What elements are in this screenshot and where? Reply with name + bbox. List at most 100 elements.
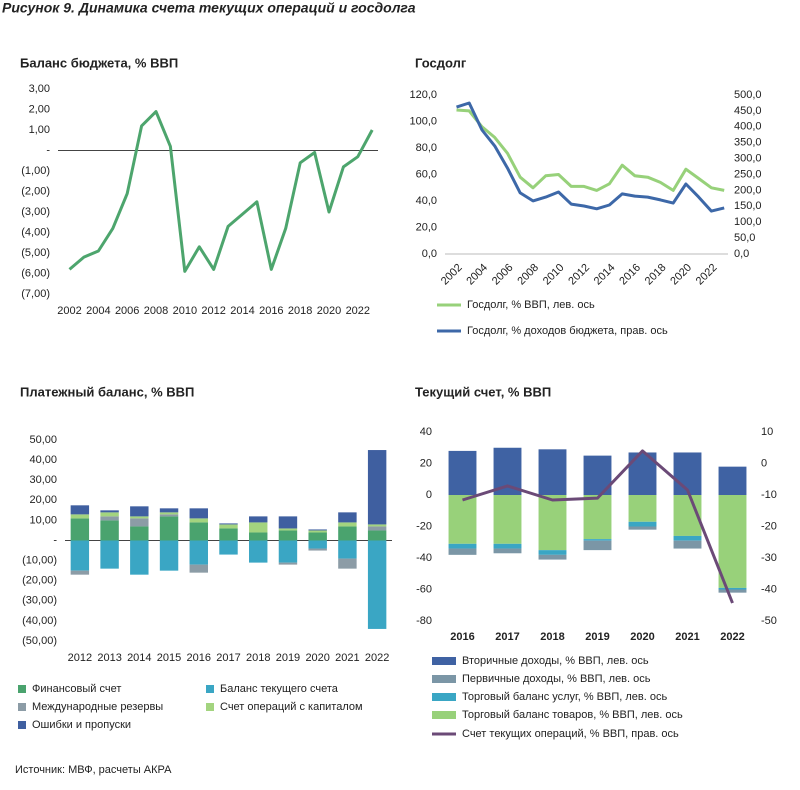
chart-title: Платежный баланс, % ВВП	[20, 384, 194, 399]
y-tick-label: 60,0	[416, 168, 437, 180]
bar-segment	[673, 535, 702, 541]
x-tick-label: 2004	[464, 262, 490, 288]
x-tick-label: 2022	[694, 262, 720, 288]
legend-label: Международные резервы	[32, 701, 163, 713]
bar-segment	[367, 524, 387, 527]
bar-segment	[493, 495, 522, 544]
y2-tick-label: 500,0	[734, 89, 762, 101]
bar-segment	[159, 516, 179, 541]
legend-marker	[432, 657, 456, 665]
bar-segment	[130, 540, 149, 575]
x-tick-label: 2004	[86, 305, 110, 317]
y-tick-label: -20	[416, 520, 432, 532]
bar-segment	[249, 522, 268, 533]
y-tick-label: -	[46, 144, 50, 156]
y2-tick-label: -20	[761, 520, 777, 532]
y-tick-label: 20,00	[29, 494, 57, 506]
y-tick-label: (10,00)	[22, 555, 57, 567]
bar-segment	[367, 540, 387, 629]
bar-segment	[100, 520, 119, 541]
bar-segment	[189, 518, 208, 523]
bar-segment	[189, 508, 208, 519]
bar-segment	[538, 554, 567, 560]
legend-label: Счет текущих операций, % ВВП, прав. ось	[462, 728, 679, 740]
legend-marker	[432, 675, 456, 683]
x-tick-label: 2022	[346, 305, 370, 317]
bar-segment	[130, 518, 149, 527]
y-tick-label: 10,00	[29, 514, 57, 526]
bar-segment	[673, 452, 702, 495]
x-tick-label: 2017	[216, 652, 240, 664]
x-tick-label: 2014	[230, 305, 254, 317]
bar-segment	[219, 524, 238, 529]
x-tick-label: 2012	[566, 262, 592, 288]
bar-segment	[538, 449, 567, 495]
y-tick-label: (20,00)	[22, 575, 57, 587]
bar-segment	[493, 548, 522, 554]
y-tick-label: (3,00)	[21, 206, 50, 218]
chart-title: Баланс бюджета, % ВВП	[20, 55, 178, 70]
legend-marker	[18, 703, 26, 711]
bar-segment	[583, 495, 612, 540]
bar-segment	[70, 505, 90, 515]
bar-segment	[448, 495, 477, 544]
chart-title: Текущий счет, % ВВП	[415, 384, 551, 399]
y2-tick-label: 250,0	[734, 168, 762, 180]
x-tick-label: 2002	[57, 305, 81, 317]
x-tick-label: 2016	[187, 652, 211, 664]
legend-label: Ошибки и пропуски	[32, 719, 131, 731]
bar-segment	[278, 516, 298, 529]
x-tick-label: 2012	[68, 652, 92, 664]
y2-tick-label: -30	[761, 552, 777, 564]
bar-segment	[130, 526, 149, 541]
bar-segment	[219, 540, 238, 555]
figure-title: Рисунок 9. Динамика счета текущих операц…	[2, 0, 416, 16]
x-tick-label: 2018	[288, 305, 312, 317]
x-tick-label: 2019	[276, 652, 300, 664]
chart-title: Госдолг	[415, 55, 467, 70]
x-tick-label: 2022	[365, 652, 389, 664]
y2-tick-label: 400,0	[734, 121, 762, 133]
y-tick-label: 40,00	[29, 454, 57, 466]
data-line	[456, 108, 725, 192]
x-tick-label: 2013	[97, 652, 121, 664]
bar-segment	[70, 518, 90, 541]
bar-segment	[70, 570, 90, 575]
legend-marker	[206, 685, 214, 693]
y2-tick-label: -40	[761, 583, 777, 595]
x-tick-label: 2010	[173, 305, 197, 317]
legend-label: Торговый баланс товаров, % ВВП, лев. ось	[462, 709, 683, 721]
legend-marker	[432, 693, 456, 701]
y-tick-label: (5,00)	[21, 247, 50, 259]
bar-segment	[338, 512, 357, 523]
x-tick-label: 2016	[617, 262, 643, 288]
legend-marker	[18, 721, 26, 729]
bar-segment	[159, 512, 179, 515]
y-tick-label: 80,0	[416, 142, 437, 154]
y-tick-label: 3,00	[29, 83, 50, 95]
y-tick-label: 20	[420, 457, 432, 469]
bar-segment	[219, 523, 238, 525]
x-tick-label: 2020	[668, 262, 694, 288]
legend-label: Баланс текущего счета	[220, 683, 339, 695]
y-tick-label: -80	[416, 615, 432, 627]
y2-tick-label: 200,0	[734, 184, 762, 196]
bar-segment	[249, 516, 268, 523]
bar-segment	[189, 564, 208, 573]
legend-label: Торговый баланс услуг, % ВВП, лев. ось	[462, 691, 667, 703]
y-tick-label: 20,0	[416, 221, 437, 233]
y2-tick-label: 300,0	[734, 153, 762, 165]
y2-tick-label: 0	[761, 457, 767, 469]
x-tick-label: 2018	[540, 631, 564, 643]
x-tick-label: 2020	[305, 652, 329, 664]
x-tick-label: 2022	[720, 631, 744, 643]
y-tick-label: -	[53, 534, 57, 546]
bar-segment	[70, 514, 90, 519]
legend-marker	[432, 711, 456, 719]
y2-tick-label: 350,0	[734, 137, 762, 149]
legend-label: Первичные доходы, % ВВП, лев. ось	[462, 673, 651, 685]
bar-segment	[338, 522, 357, 527]
y2-tick-label: -10	[761, 489, 777, 501]
bar-segment	[100, 540, 119, 569]
